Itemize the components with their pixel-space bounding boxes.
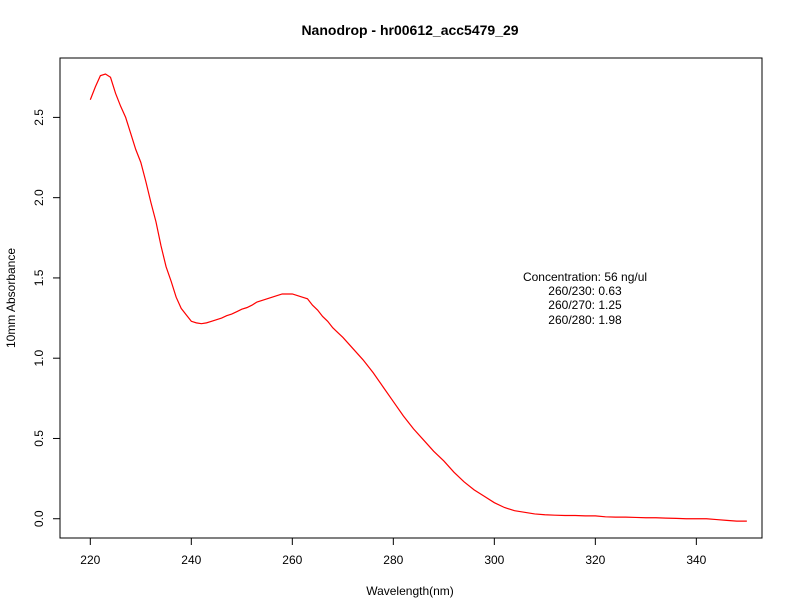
x-tick-label: 320 [585, 553, 605, 567]
absorbance-line [89, 73, 747, 522]
x-tick-label: 220 [80, 553, 100, 567]
y-tick-label: 0.0 [32, 510, 46, 527]
x-tick-label: 280 [383, 553, 403, 567]
ratio-260-270-text: 260/270: 1.25 [548, 298, 622, 312]
y-axis-label: 10mm Absorbance [4, 248, 18, 348]
x-axis-label: Wavelength(nm) [366, 584, 454, 598]
y-tick-label: 0.5 [32, 430, 46, 447]
plot-frame [59, 57, 763, 539]
x-tick-label: 300 [484, 553, 504, 567]
stats-annotation: Concentration: 56 ng/ul 260/230: 0.63 26… [523, 270, 647, 327]
x-axis: 220 240 260 280 300 320 340 [80, 537, 707, 567]
y-tick-label: 1.0 [32, 350, 46, 367]
ratio-260-230-text: 260/230: 0.63 [548, 284, 622, 298]
y-tick-label: 1.5 [32, 269, 46, 286]
concentration-text: Concentration: 56 ng/ul [523, 270, 647, 284]
y-axis: 0.0 0.5 1.0 1.5 2.0 2.5 [32, 109, 61, 527]
y-tick-label: 2.5 [32, 109, 46, 126]
x-tick-label: 340 [686, 553, 706, 567]
x-tick-label: 260 [282, 553, 302, 567]
x-tick-label: 240 [181, 553, 201, 567]
y-tick-label: 2.0 [32, 189, 46, 206]
chart-title: Nanodrop - hr00612_acc5479_29 [301, 22, 518, 38]
ratio-260-280-text: 260/280: 1.98 [548, 313, 622, 327]
